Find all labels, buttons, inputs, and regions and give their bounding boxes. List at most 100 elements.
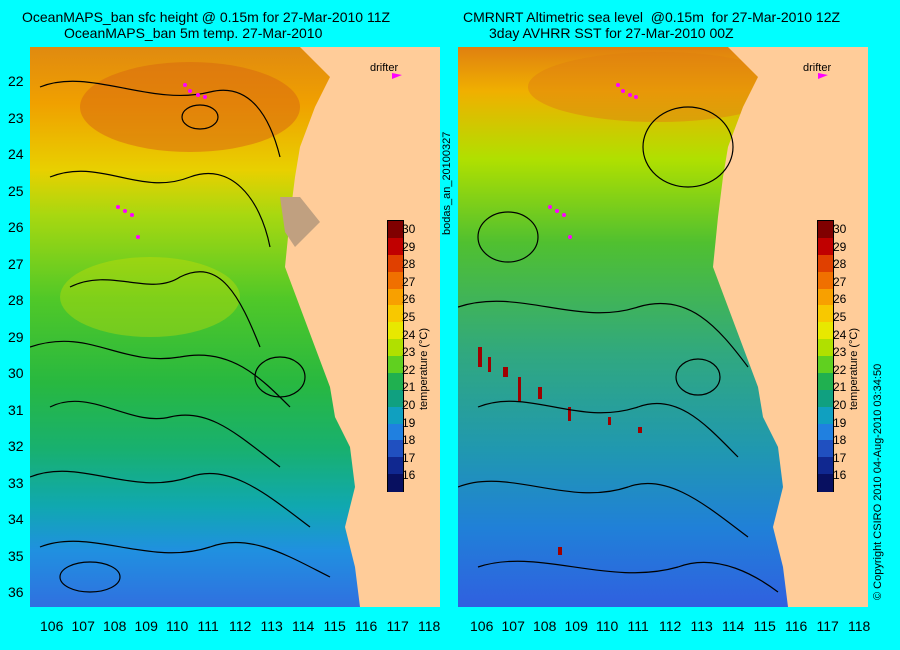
left-drifter-label: drifter (370, 62, 398, 74)
drifter-track-right (548, 83, 638, 239)
lon-label: 107 (501, 618, 525, 634)
lat-label: 33 (8, 474, 24, 491)
right-map-svg: drifter (458, 47, 868, 607)
lon-label: 118 (848, 618, 871, 634)
right-colorbar-label: temperature (°C) (848, 327, 860, 410)
copyright-label: © Copyright CSIRO 2010 04-Aug-2010 03:34… (872, 363, 884, 600)
colorbar-swatch (818, 356, 833, 374)
lon-label: 109 (134, 618, 158, 634)
colorbar-swatch (818, 322, 833, 340)
colorbar-tick: 19 (833, 415, 847, 430)
colorbar-tick: 26 (833, 292, 847, 307)
colorbar-swatch (388, 423, 403, 441)
colorbar-tick: 16 (402, 468, 416, 483)
lon-label: 112 (229, 618, 252, 634)
right-map-panel: drifter (458, 47, 868, 607)
colorbar-swatch (388, 406, 403, 424)
colorbar-tick: 19 (402, 415, 416, 430)
lon-label: 113 (690, 618, 713, 634)
colorbar-swatch (388, 457, 403, 475)
drifter-track (116, 83, 207, 239)
colorbar-tick: 16 (833, 468, 847, 483)
lon-label: 117 (386, 618, 409, 634)
colorbar-tick: 29 (402, 239, 416, 254)
left-colorbar-label: temperature (°C) (418, 327, 430, 410)
colorbar-tick: 18 (402, 433, 416, 448)
colorbar-swatch (388, 322, 403, 340)
left-map-panel: drifter (30, 47, 440, 607)
colorbar-tick: 28 (402, 257, 416, 272)
left-title-line1: OceanMAPS_ban sfc height @ 0.15m for 27-… (22, 9, 391, 25)
colorbar-tick: 25 (402, 310, 416, 324)
lat-label: 30 (8, 365, 24, 381)
colorbar-tick: 26 (402, 292, 416, 307)
right-colorbar (817, 220, 834, 492)
left-title-line2: OceanMAPS_ban 5m temp. 27-Mar-2010 (64, 25, 323, 41)
lon-label: 118 (418, 618, 441, 634)
lon-label: 111 (627, 618, 649, 634)
lat-label: 32 (8, 438, 24, 454)
colorbar-swatch (818, 406, 833, 424)
colorbar-swatch (388, 339, 403, 357)
colorbar-swatch (388, 221, 403, 239)
colorbar-tick: 24 (833, 327, 847, 342)
colorbar-swatch (818, 339, 833, 357)
colorbar-swatch (388, 305, 403, 323)
lat-label: 25 (8, 182, 24, 199)
colorbar-tick: 29 (833, 239, 847, 254)
colorbar-tick: 17 (833, 450, 847, 465)
colorbar-swatch (388, 271, 403, 289)
colorbar-swatch (388, 288, 403, 306)
lon-label: 110 (596, 618, 619, 634)
colorbar-swatch (388, 237, 403, 256)
colorbar-tick: 23 (833, 345, 847, 360)
colorbar-swatch (388, 440, 403, 458)
colorbar-tick: 28 (833, 257, 847, 272)
colorbar-tick: 21 (833, 380, 847, 395)
colorbar-tick: 27 (833, 274, 847, 289)
colorbar-tick: 22 (402, 362, 416, 377)
colorbar-tick: 17 (402, 450, 416, 465)
right-drifter-marker (818, 73, 828, 79)
colorbar-swatch (818, 254, 833, 273)
lat-label: 35 (8, 547, 24, 564)
lon-label: 109 (564, 618, 588, 634)
colorbar-swatch (818, 389, 833, 408)
lon-label: 115 (323, 618, 346, 634)
lat-label: 22 (8, 73, 24, 89)
lon-label: 116 (785, 618, 808, 634)
lon-label: 112 (659, 618, 682, 634)
sea-level-contours-right (458, 106, 779, 593)
sea-level-contours (30, 80, 331, 593)
right-title-line2: 3day AVHRR SST for 27-Mar-2010 00Z (489, 25, 734, 41)
lon-label: 114 (292, 618, 315, 634)
colorbar-tick: 20 (402, 398, 416, 412)
colorbar-swatch (818, 288, 833, 306)
colorbar-swatch (818, 271, 833, 289)
colorbar-swatch (818, 457, 833, 475)
lon-label: 107 (71, 618, 95, 634)
lon-label: 106 (40, 618, 64, 634)
colorbar-tick: 21 (402, 380, 416, 395)
colorbar-swatch (388, 356, 403, 374)
lon-label: 117 (816, 618, 839, 634)
colorbar-swatch (818, 474, 833, 492)
run-id-label: bodas_an_20100327 (441, 131, 453, 235)
lat-label: 34 (8, 511, 24, 527)
lat-label: 27 (8, 255, 24, 272)
colorbar-tick: 27 (402, 274, 416, 289)
lat-label: 24 (8, 146, 24, 162)
lon-label: 116 (355, 618, 378, 634)
colorbar-swatch (388, 254, 403, 273)
lat-label: 31 (8, 401, 24, 418)
lat-label: 28 (8, 292, 24, 308)
lon-label: 111 (197, 618, 219, 634)
colorbar-tick: 30 (833, 222, 847, 236)
lon-label: 108 (533, 618, 557, 634)
colorbar-swatch (388, 474, 403, 492)
colorbar-swatch (388, 372, 403, 391)
colorbar-tick: 30 (402, 222, 416, 236)
colorbar-swatch (818, 221, 833, 239)
lat-label: 36 (8, 584, 24, 600)
right-drifter-label: drifter (803, 62, 831, 74)
